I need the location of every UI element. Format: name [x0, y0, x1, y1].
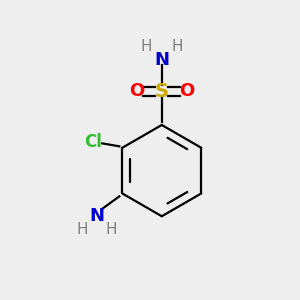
- Text: H: H: [141, 39, 152, 54]
- Text: N: N: [154, 51, 169, 69]
- Text: Cl: Cl: [84, 134, 102, 152]
- Text: N: N: [90, 206, 105, 224]
- Text: H: H: [77, 222, 88, 237]
- Text: S: S: [155, 82, 169, 100]
- Text: H: H: [171, 39, 183, 54]
- Text: O: O: [179, 82, 194, 100]
- Text: O: O: [129, 82, 144, 100]
- Text: H: H: [106, 222, 117, 237]
